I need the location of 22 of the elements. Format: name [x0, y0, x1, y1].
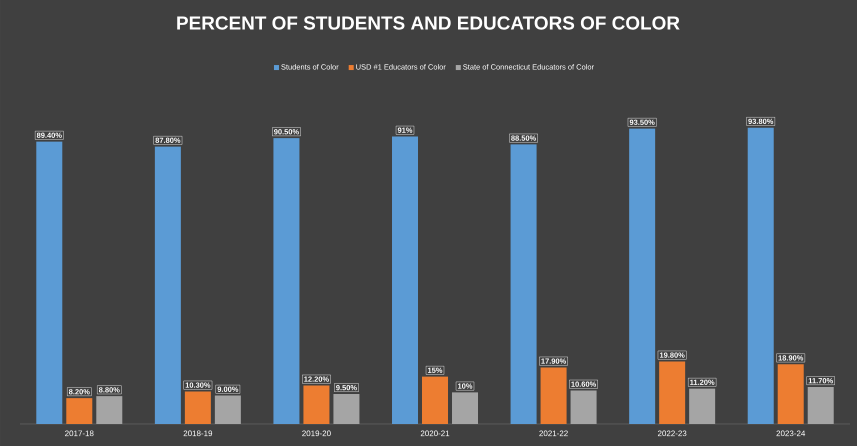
bar [392, 136, 418, 424]
chart-title: PERCENT OF STUDENTS AND EDUCATORS OF COLOR [177, 16, 680, 30]
bar [303, 385, 330, 424]
bar [629, 128, 656, 424]
bar [659, 361, 686, 424]
bar [422, 376, 448, 424]
bar [570, 390, 597, 424]
bar [96, 396, 122, 424]
bar [154, 146, 181, 424]
bar [689, 388, 716, 424]
bar [748, 128, 774, 424]
bar [36, 142, 62, 424]
bar [778, 364, 804, 424]
bar [808, 387, 834, 424]
bar [510, 144, 537, 424]
bar [214, 396, 241, 424]
bar [273, 138, 300, 424]
bar [184, 391, 211, 424]
bar [333, 394, 360, 424]
bar [540, 367, 567, 424]
bar [66, 398, 92, 424]
bar [452, 392, 478, 424]
